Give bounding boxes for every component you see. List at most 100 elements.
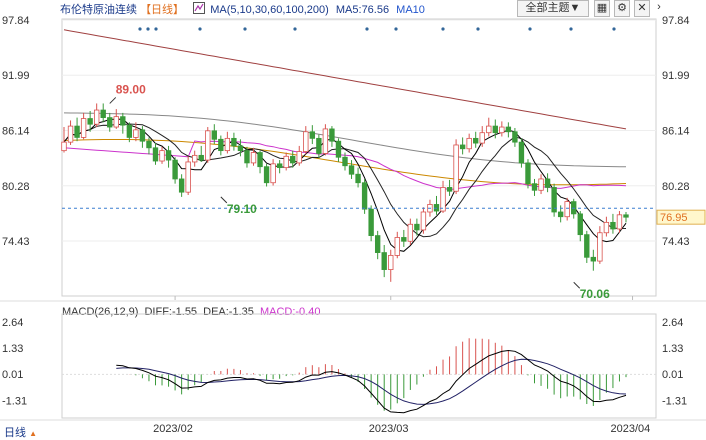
- candle-body: [531, 183, 538, 191]
- event-marker-dot: [528, 27, 532, 31]
- event-marker-dot: [198, 27, 202, 31]
- grid-icon[interactable]: ▦: [594, 0, 610, 17]
- candle-body: [544, 178, 551, 188]
- y-tick-right: 97.84: [662, 15, 690, 27]
- candle-body: [374, 235, 381, 253]
- macd-tick-left: 0.01: [2, 369, 23, 381]
- dea-value: DEA:-1.35: [203, 306, 254, 318]
- candle-body: [309, 131, 316, 139]
- ma5-value: MA5:76.56: [335, 4, 390, 16]
- ma100-line: [63, 112, 627, 168]
- price-panel-frame: [61, 18, 657, 297]
- bottom-period-label: 日线: [4, 427, 26, 439]
- candle-body: [316, 137, 322, 154]
- candle-body: [551, 187, 557, 213]
- candle-body: [518, 141, 525, 164]
- ma200-line: [63, 29, 627, 130]
- candle-body: [257, 152, 263, 168]
- candle-body: [322, 128, 329, 154]
- candle-body: [473, 137, 479, 144]
- settings-icon[interactable]: ⚙: [614, 0, 630, 17]
- caret-up-icon: ▲: [29, 429, 37, 438]
- y-tick-right: 80.28: [662, 181, 690, 193]
- dea-line: [116, 358, 627, 405]
- instrument-title: 布伦特原油连续: [60, 4, 137, 16]
- candle-body: [348, 165, 355, 175]
- y-tick-left: 97.84: [2, 15, 30, 27]
- candle-body: [401, 237, 407, 242]
- candle-body: [237, 145, 244, 152]
- theme-dropdown[interactable]: 全部主题▼: [517, 0, 589, 17]
- x-tick-label: 2023/04: [611, 423, 651, 435]
- event-marker-dot: [476, 27, 480, 31]
- ma-indicator-icon[interactable]: [193, 2, 206, 14]
- annotation-label: 79.10: [227, 202, 257, 216]
- candle-body: [276, 163, 283, 169]
- annotation-label: 70.06: [580, 287, 610, 301]
- annotation-pointer: [220, 196, 228, 204]
- candle-body: [263, 166, 270, 184]
- y-tick-left: 91.99: [2, 70, 30, 82]
- candle-body: [152, 147, 159, 162]
- candle-body: [290, 155, 296, 164]
- bottom-period-tab[interactable]: 日线 ▲: [4, 424, 37, 440]
- candle-body: [231, 137, 237, 147]
- candle-body: [557, 211, 564, 218]
- candle-body: [107, 117, 113, 128]
- candle-body: [80, 118, 87, 138]
- candle-body: [250, 152, 257, 164]
- candle-body: [126, 124, 133, 138]
- event-marker-dot: [612, 27, 616, 31]
- candle-body: [577, 213, 583, 236]
- scroll-right-icon[interactable]: ›: [657, 1, 661, 13]
- diff-value: DIFF:-1.55: [144, 306, 198, 318]
- candle-body: [146, 140, 152, 149]
- candle-body: [414, 223, 420, 231]
- candle-body: [538, 178, 544, 191]
- macd-tick-left: 1.33: [2, 343, 23, 355]
- candle-body: [394, 237, 400, 256]
- candle-body: [178, 178, 185, 193]
- candle-body: [205, 130, 211, 161]
- y-tick-left: 86.14: [2, 125, 30, 137]
- candle-body: [466, 137, 472, 150]
- candle-body: [61, 141, 67, 152]
- candle-body: [368, 208, 374, 236]
- y-tick-right: 86.14: [662, 125, 690, 137]
- candle-body: [610, 221, 616, 230]
- candle-body: [198, 154, 204, 161]
- macd-tick-right: 1.33: [662, 343, 683, 355]
- macd-panel-frame: [61, 313, 657, 419]
- candle-body: [381, 252, 387, 270]
- candle-body: [440, 187, 446, 212]
- x-tick-label: 2023/03: [369, 423, 409, 435]
- candle-body: [486, 125, 492, 134]
- candle-body: [492, 125, 498, 134]
- candle-body: [597, 232, 603, 262]
- annotation-pointer: [573, 281, 581, 289]
- candle-body: [165, 150, 172, 161]
- candle-body: [407, 223, 414, 242]
- candle-body: [512, 131, 518, 143]
- close-icon[interactable]: ✕: [634, 0, 650, 17]
- candle-body: [211, 130, 217, 140]
- candle-body: [420, 211, 427, 231]
- event-marker-dot: [441, 27, 445, 31]
- candle-body: [564, 201, 570, 218]
- event-marker-dot: [146, 27, 150, 31]
- candle-body: [133, 129, 139, 138]
- chart-header: 布伦特原油连续 【日线】 MA(5,10,30,60,100,200) MA5:…: [60, 2, 425, 16]
- candle-body: [505, 126, 512, 133]
- candle-body: [361, 182, 368, 210]
- candle-body: [224, 137, 231, 152]
- candle-body: [623, 214, 629, 218]
- candle-body: [93, 109, 100, 125]
- period-label[interactable]: 【日线】: [140, 4, 185, 16]
- macd-tick-right: 0.01: [662, 369, 683, 381]
- candle-body: [499, 126, 505, 134]
- ma-label: MA(5,10,30,60,100,200): [210, 4, 329, 16]
- candle-body: [342, 156, 348, 167]
- macd-tick-right: 2.64: [662, 317, 683, 329]
- y-tick-left: 80.28: [2, 181, 30, 193]
